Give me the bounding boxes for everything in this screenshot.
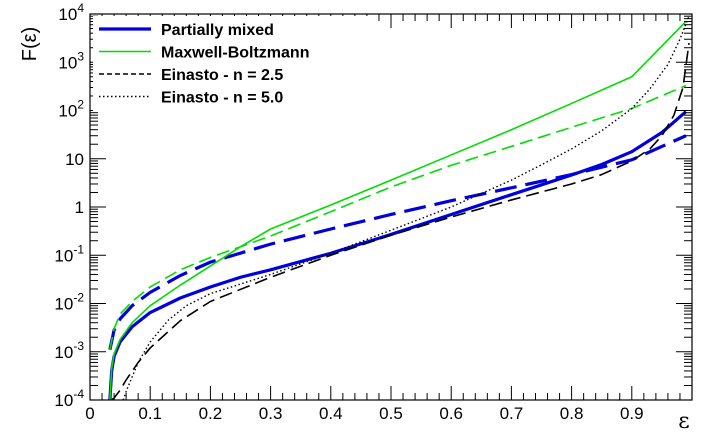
- x-tick-label: 0: [85, 404, 94, 423]
- series-line-1: [108, 110, 688, 401]
- x-tick-label: 0.2: [199, 404, 223, 423]
- x-tick-label: 0.1: [138, 404, 162, 423]
- y-tick-label: 102: [58, 98, 84, 121]
- legend-label: Partially mixed: [161, 22, 274, 39]
- legend-label: Maxwell-Boltzmann: [161, 45, 309, 62]
- series-line-4: [109, 84, 687, 350]
- x-tick-label: 0.7: [500, 404, 524, 423]
- series-line-5: [110, 42, 690, 401]
- y-tick-label: 10-2: [54, 291, 84, 314]
- x-tick-label: 0.4: [319, 404, 343, 423]
- y-tick-label: 10-1: [54, 242, 84, 265]
- y-tick-label: 10: [65, 150, 84, 169]
- series-line-6: [122, 15, 690, 401]
- legend: Partially mixed Maxwell-Boltzmann Einasto …: [93, 16, 375, 112]
- y-axis-label: F(ε): [19, 27, 41, 61]
- y-tick-label: 104: [58, 1, 84, 24]
- x-tick-label: 0.9: [620, 404, 644, 423]
- x-axis-label: ε: [678, 409, 689, 432]
- x-tick-label: 0.8: [560, 404, 584, 423]
- y-tick-label: 1: [75, 198, 84, 217]
- y-tick-label: 10-3: [54, 339, 84, 362]
- legend-label: Einasto - n = 2.5: [161, 67, 283, 84]
- y-tick-label: 103: [58, 49, 84, 72]
- x-tick-label: 0.6: [439, 404, 463, 423]
- series-layer: [108, 15, 690, 401]
- x-tick-label: 0.5: [379, 404, 403, 423]
- series-line-2: [108, 134, 687, 351]
- x-tick-label: 0.3: [259, 404, 283, 423]
- y-tick-label: 10-4: [54, 387, 84, 410]
- legend-label: Einasto - n = 5.0: [161, 90, 283, 107]
